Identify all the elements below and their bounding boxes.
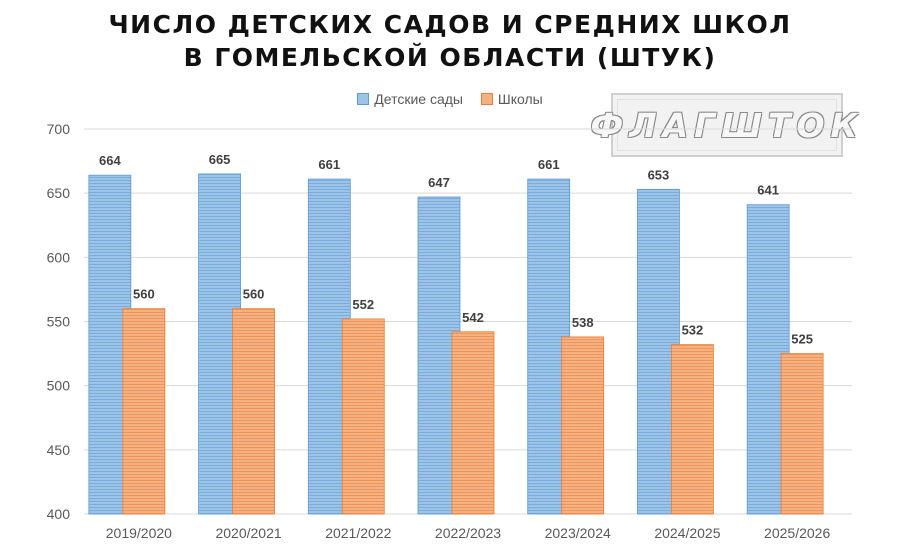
bars [88,173,824,515]
data-label-schools: 552 [352,297,374,312]
bar-schools-2022/2023 [451,331,495,515]
data-labels: 664 560 665 560 661 552 647 542 661 538 653 532 641 5… [99,152,813,347]
bar-schools-2023/2024 [561,336,605,515]
bar-schools-2024/2025 [671,344,714,515]
chart-title-line-1: ЧИСЛО ДЕТСКИХ САДОВ И СРЕДНИХ ШКОЛ [108,10,792,39]
data-label-kindergartens: 647 [428,175,450,190]
data-label-schools: 560 [133,287,155,302]
legend-item-kindergartens: Детские сады [357,91,463,107]
watermark-logo-frame [617,99,837,151]
x-axis-ticks: 2019/2020 2020/2021 2021/2022 2022/2023 2023… [106,525,831,541]
y-tick-label: 500 [47,378,71,394]
y-tick-label: 700 [47,121,71,137]
chart-title-line-2: В ГОМЕЛЬСКОЙ ОБЛАСТИ (ШТУК) [183,43,717,72]
legend-label-schools: Школы [497,91,543,107]
x-tick-label: 2025/2026 [764,525,830,541]
bar-schools-2025/2026 [780,353,824,515]
data-label-schools: 538 [572,315,594,330]
data-label-kindergartens: 661 [318,157,340,172]
legend-swatch-schools [480,93,493,105]
legend-swatch-kindergartens [357,93,370,105]
watermark-logo: ФЛАГШТОК [590,93,864,157]
y-tick-label: 400 [47,506,71,522]
y-axis-ticks: 400 450 500 550 600 650 700 [47,121,71,522]
chart-title: ЧИСЛО ДЕТСКИХ САДОВ И СРЕДНИХ ШКОЛ В ГОМ… [0,8,900,74]
data-label-kindergartens: 665 [209,152,231,167]
y-tick-label: 550 [47,314,71,330]
data-label-schools: 560 [243,287,265,302]
data-label-kindergartens: 664 [99,153,121,168]
data-label-kindergartens: 653 [648,167,670,182]
legend-item-schools: Школы [480,91,543,107]
x-tick-label: 2021/2022 [325,525,391,541]
data-label-kindergartens: 641 [757,183,779,198]
x-tick-label: 2023/2024 [545,525,611,541]
data-label-kindergartens: 661 [538,157,560,172]
x-tick-label: 2019/2020 [106,525,172,541]
bar-schools-2020/2021 [232,308,275,515]
x-tick-label: 2022/2023 [435,525,501,541]
bar-schools-2021/2022 [341,318,385,515]
chart-legend: Детские сады Школы [0,91,900,108]
data-label-schools: 525 [791,332,813,347]
y-tick-label: 450 [47,442,71,458]
y-tick-label: 650 [47,185,71,201]
y-tick-label: 600 [47,249,71,265]
data-label-schools: 532 [682,323,704,338]
bar-schools-2019/2020 [122,308,166,515]
x-tick-label: 2020/2021 [215,525,281,541]
data-label-schools: 542 [462,310,484,325]
watermark-logo-text: ФЛАГШТОК [590,105,864,145]
x-tick-label: 2024/2025 [654,525,720,541]
legend-label-kindergartens: Детские сады [374,91,463,107]
